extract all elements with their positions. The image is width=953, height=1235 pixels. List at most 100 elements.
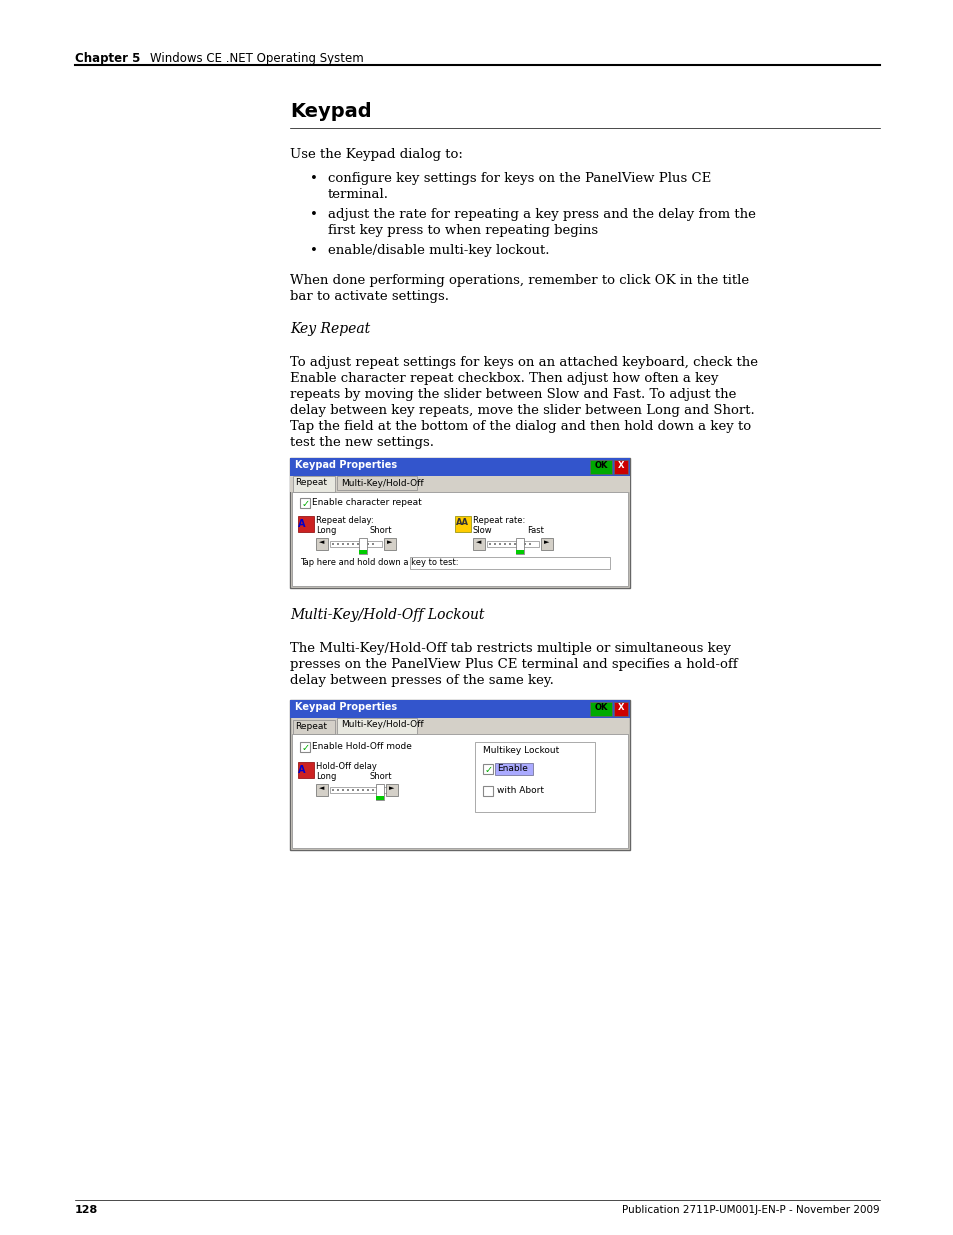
Bar [473, 538, 484, 550]
Bar [375, 784, 384, 800]
Bar [540, 538, 553, 550]
Text: OK: OK [594, 461, 607, 471]
Text: Publication 2711P-UM001J-EN-P - November 2009: Publication 2711P-UM001J-EN-P - November… [621, 1205, 879, 1215]
Bar [386, 784, 397, 797]
Text: delay between key repeats, move the slider between Long and Short.: delay between key repeats, move the slid… [290, 404, 754, 417]
Text: presses on the PanelView Plus CE terminal and specifies a hold-off: presses on the PanelView Plus CE termina… [290, 658, 737, 671]
Text: Short: Short [370, 772, 392, 781]
Bar [489, 543, 491, 545]
Text: ✓: ✓ [302, 743, 310, 753]
Text: Use the Keypad dialog to:: Use the Keypad dialog to: [290, 148, 462, 161]
Bar [614, 459, 627, 474]
Text: Keypad Properties: Keypad Properties [294, 459, 396, 471]
Text: Repeat: Repeat [294, 478, 327, 487]
Bar [509, 543, 511, 545]
Text: The Multi-Key/Hold-Off tab restricts multiple or simultaneous key: The Multi-Key/Hold-Off tab restricts mul… [290, 642, 730, 655]
Bar [361, 789, 364, 790]
Bar [516, 538, 523, 555]
Bar [372, 789, 374, 790]
Bar [341, 789, 344, 790]
Text: ✓: ✓ [302, 499, 310, 509]
Bar [529, 543, 531, 545]
Text: 128: 128 [75, 1205, 98, 1215]
Bar [332, 789, 334, 790]
Text: adjust the rate for repeating a key press and the delay from the: adjust the rate for repeating a key pres… [328, 207, 755, 221]
Bar [518, 543, 520, 545]
Text: OK: OK [594, 703, 607, 713]
Text: Repeat rate:: Repeat rate: [473, 516, 525, 525]
Text: Enable character repeat checkbox. Then adjust how often a key: Enable character repeat checkbox. Then a… [290, 372, 718, 385]
Text: first key press to when repeating begins: first key press to when repeating begins [328, 224, 598, 237]
Text: Multi-Key/Hold-Off Lockout: Multi-Key/Hold-Off Lockout [290, 608, 484, 622]
Text: repeats by moving the slider between Slow and Fast. To adjust the: repeats by moving the slider between Slo… [290, 388, 736, 401]
Bar [367, 543, 369, 545]
Bar [293, 475, 335, 492]
Text: A: A [297, 519, 305, 529]
Bar [336, 718, 416, 734]
Text: ►: ► [544, 538, 549, 545]
Text: Enable: Enable [497, 764, 527, 773]
Text: Tap the field at the bottom of the dialog and then hold down a key to: Tap the field at the bottom of the dialo… [290, 420, 750, 433]
Bar [367, 789, 369, 790]
Bar [358, 550, 367, 555]
Text: To adjust repeat settings for keys on an attached keyboard, check the: To adjust repeat settings for keys on an… [290, 356, 758, 369]
Bar [356, 789, 358, 790]
Text: configure key settings for keys on the PanelView Plus CE: configure key settings for keys on the P… [328, 172, 711, 185]
Text: Windows CE .NET Operating System: Windows CE .NET Operating System [150, 52, 363, 65]
Text: enable/disable multi-key lockout.: enable/disable multi-key lockout. [328, 245, 549, 257]
Bar [352, 543, 354, 545]
Bar [341, 543, 344, 545]
Bar [332, 543, 334, 545]
Bar [475, 742, 595, 811]
Text: Keypad Properties: Keypad Properties [294, 701, 396, 713]
Text: Tap here and hold down a key to test:: Tap here and hold down a key to test: [299, 558, 458, 567]
Text: When done performing operations, remember to click OK in the title: When done performing operations, remembe… [290, 274, 748, 287]
Text: Long: Long [315, 772, 336, 781]
Text: Multikey Lockout: Multikey Lockout [482, 746, 558, 755]
Bar [356, 543, 358, 545]
Bar [336, 543, 338, 545]
Text: Keypad: Keypad [290, 103, 372, 121]
Bar [494, 543, 496, 545]
Bar [375, 797, 384, 800]
Bar [292, 734, 627, 848]
Bar [330, 787, 390, 793]
Text: Enable character repeat: Enable character repeat [312, 498, 421, 508]
Bar [336, 789, 338, 790]
Bar [293, 720, 335, 734]
Bar [498, 543, 500, 545]
Bar [336, 475, 416, 490]
Bar [503, 543, 505, 545]
Text: Enable Hold-Off mode: Enable Hold-Off mode [312, 742, 412, 751]
Bar [347, 789, 349, 790]
Text: Repeat: Repeat [294, 722, 327, 731]
Text: Long: Long [315, 526, 336, 535]
Bar [299, 498, 310, 508]
Text: ✓: ✓ [484, 764, 493, 776]
Bar [358, 538, 367, 555]
Bar [292, 492, 627, 585]
Text: Chapter 5: Chapter 5 [75, 52, 140, 65]
Bar [330, 541, 381, 547]
Bar [516, 550, 523, 555]
Bar [376, 789, 378, 790]
Bar [290, 700, 629, 718]
Text: with Abort: with Abort [497, 785, 543, 795]
Bar [589, 701, 612, 716]
Text: Slow: Slow [473, 526, 492, 535]
Bar [495, 763, 533, 776]
Bar [297, 762, 314, 778]
Bar [372, 543, 374, 545]
Text: •: • [310, 245, 317, 257]
Text: •: • [310, 172, 317, 185]
Bar [299, 742, 310, 752]
Text: A: A [297, 764, 305, 776]
Text: Short: Short [370, 526, 392, 535]
Bar [486, 541, 538, 547]
Bar [290, 700, 629, 850]
Bar [352, 789, 354, 790]
Text: Fast: Fast [526, 526, 543, 535]
Bar [589, 459, 612, 474]
Bar [290, 475, 629, 492]
Bar [297, 516, 314, 532]
